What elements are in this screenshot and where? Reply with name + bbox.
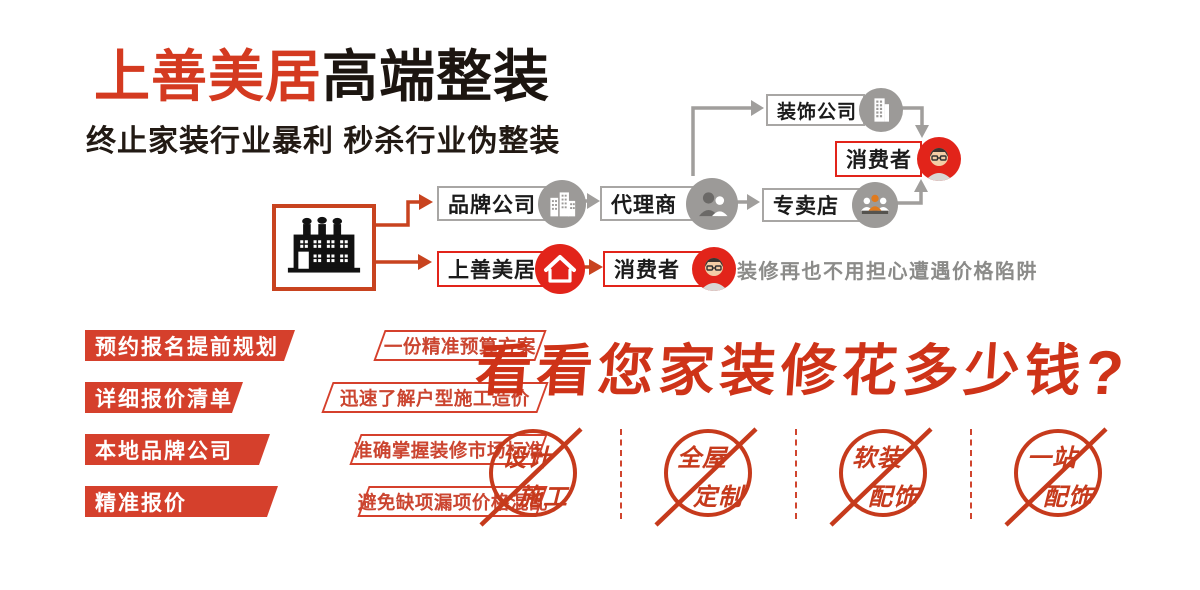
node-consumer-top: 消费者 — [835, 137, 961, 181]
strikethrough-icon — [829, 427, 933, 527]
dashed-divider — [795, 429, 797, 519]
consumer-avatar-icon — [917, 137, 961, 181]
benefit-row: 精准报价 避免缺项漏项价格混乱 — [85, 486, 548, 517]
node-consumer-top-label: 消费者 — [846, 149, 912, 172]
node-agent: 代理商 — [600, 177, 738, 230]
buildings-icon — [538, 179, 586, 228]
house-icon — [535, 244, 585, 294]
title-suffix: 高端整装 — [322, 45, 550, 108]
node-store-label: 专卖店 — [773, 195, 839, 218]
benefit-row: 预约报名提前规划 一份精准预算方案 — [85, 330, 547, 361]
stamp-bottom-text: 定制 — [693, 482, 743, 511]
benefit-label: 详细报价清单 — [85, 382, 243, 413]
brand-name: 上善美居 — [94, 45, 322, 108]
stamp-bottom-text: 配饰 — [868, 482, 918, 511]
diagram-note: 装修再也不用担心遭遇价格陷阱 — [737, 261, 1038, 283]
headline-text: 看看您家装修花多少钱 — [473, 338, 1089, 404]
node-store: 专卖店 — [762, 182, 898, 228]
node-shangshan-label: 上善美居 — [448, 259, 536, 282]
consumer-avatar-icon — [692, 247, 736, 291]
node-shangshan: 上善美居 — [437, 244, 585, 294]
benefit-label: 预约报名提前规划 — [85, 330, 295, 361]
store-team-icon — [852, 182, 898, 228]
strikethrough-icon — [654, 427, 758, 527]
strikethrough-icon — [1004, 427, 1108, 527]
tall-building-icon — [859, 88, 903, 132]
dashed-divider — [620, 429, 622, 519]
page-title: 上善美居高端整装 — [94, 46, 550, 108]
benefit-label: 本地品牌公司 — [85, 434, 270, 465]
page-subtitle: 终止家装行业暴利 秒杀行业伪整装 — [86, 125, 561, 158]
benefit-label: 精准报价 — [85, 486, 278, 517]
node-brand-company-label: 品牌公司 — [448, 193, 536, 217]
stamp-soft-decor: 软装 配饰 — [829, 427, 933, 527]
node-consumer-bottom-label: 消费者 — [614, 259, 680, 282]
node-agent-label: 代理商 — [611, 193, 677, 217]
two-people-icon — [686, 177, 738, 230]
stamp-one-stop: 一站 配饰 — [1004, 427, 1108, 527]
dashed-divider — [970, 429, 972, 519]
stamp-design-construction: 设计 施工 — [479, 427, 583, 527]
stamp-bottom-text: 配饰 — [1043, 482, 1093, 511]
headline-question-mark: ? — [1083, 339, 1126, 408]
factory-icon — [286, 213, 362, 282]
stamp-bottom-text: 施工 — [518, 482, 568, 511]
benefit-row: 本地品牌公司 准确掌握装修市场标准 — [85, 434, 548, 465]
factory-node — [272, 204, 376, 291]
stamp-whole-house-custom: 全屋 定制 — [654, 427, 758, 527]
node-brand-company: 品牌公司 — [437, 179, 586, 228]
node-consumer-bottom: 消费者 — [603, 247, 736, 291]
node-decoration-company-label: 装饰公司 — [777, 101, 858, 123]
node-decoration-company: 装饰公司 — [766, 88, 903, 132]
benefit-row: 详细报价清单 迅速了解户型施工造价 — [85, 382, 549, 413]
headline: 看看您家装修花多少钱? — [473, 326, 1169, 409]
strikethrough-icon — [479, 427, 583, 527]
